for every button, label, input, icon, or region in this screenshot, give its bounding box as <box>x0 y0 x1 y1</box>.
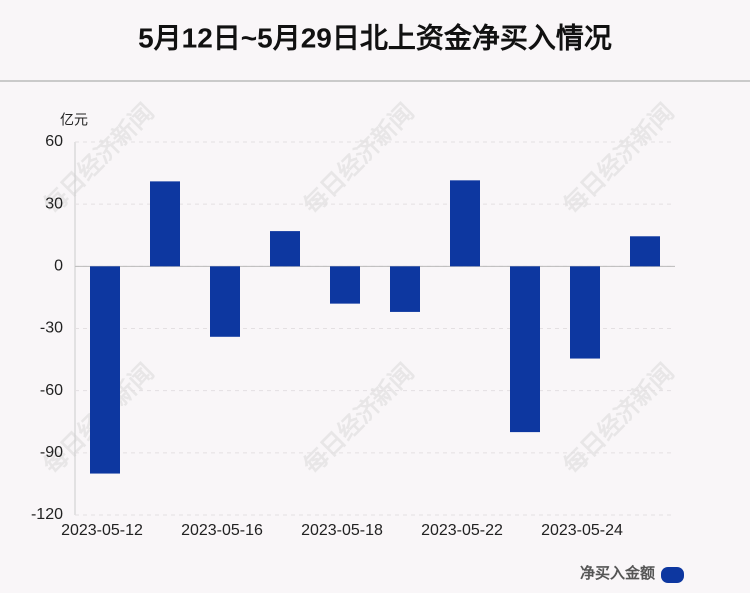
x-tick-label: 2023-05-16 <box>181 522 263 539</box>
y-tick-label: -90 <box>40 444 63 461</box>
y-unit: 亿元 <box>60 112 88 128</box>
bar <box>150 181 180 267</box>
bar <box>330 266 360 304</box>
bar <box>270 231 300 267</box>
bar <box>450 180 480 267</box>
y-tick-label: 60 <box>45 133 63 150</box>
y-tick-label: -120 <box>31 506 63 523</box>
x-tick-label: 2023-05-18 <box>301 522 383 539</box>
bar <box>510 266 540 433</box>
bar <box>390 266 420 312</box>
x-tick-label: 2023-05-24 <box>541 522 623 539</box>
chart-title: 5月12日~5月29日北上资金净买入情况 <box>138 21 612 53</box>
bar <box>630 236 660 267</box>
legend-label: 净买入金额 <box>580 564 655 582</box>
x-tick-label: 2023-05-22 <box>421 522 503 539</box>
y-tick-label: 30 <box>45 195 63 212</box>
bar <box>570 266 600 359</box>
y-tick-label: -60 <box>40 382 63 399</box>
y-tick-label: -30 <box>40 320 63 337</box>
bar <box>90 266 120 474</box>
x-tick-label: 2023-05-12 <box>61 522 143 539</box>
legend-swatch <box>661 567 684 583</box>
y-tick-label: 0 <box>54 258 63 275</box>
bar <box>210 266 240 337</box>
